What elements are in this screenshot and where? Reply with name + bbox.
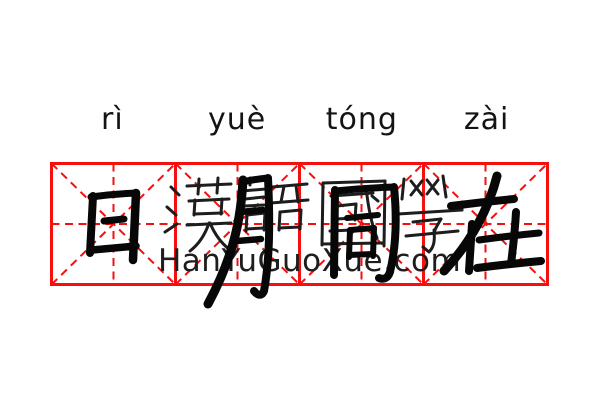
watermark-strokes [163,174,464,254]
pinyin-ri: rì [101,102,124,137]
pinyin-row: rì yuè tóng zài [50,101,549,143]
watermark-char-yu [240,176,310,233]
pinyin-tong: tóng [325,102,398,137]
pinyin-zai: zài [463,102,510,137]
watermark-char-xue [396,174,464,254]
hanzi-glyph-tong [330,183,400,283]
hanzi-glyph-yue [203,174,274,309]
watermark-site-text: HanYuGuoXue.com [158,243,462,279]
hanzi-glyph-ri [86,188,141,265]
hanzi-strokes [86,171,545,309]
pinyin-yue: yuè [208,102,267,137]
hanzi-glyph-zai [439,171,545,276]
watermark-char-han [163,176,233,253]
